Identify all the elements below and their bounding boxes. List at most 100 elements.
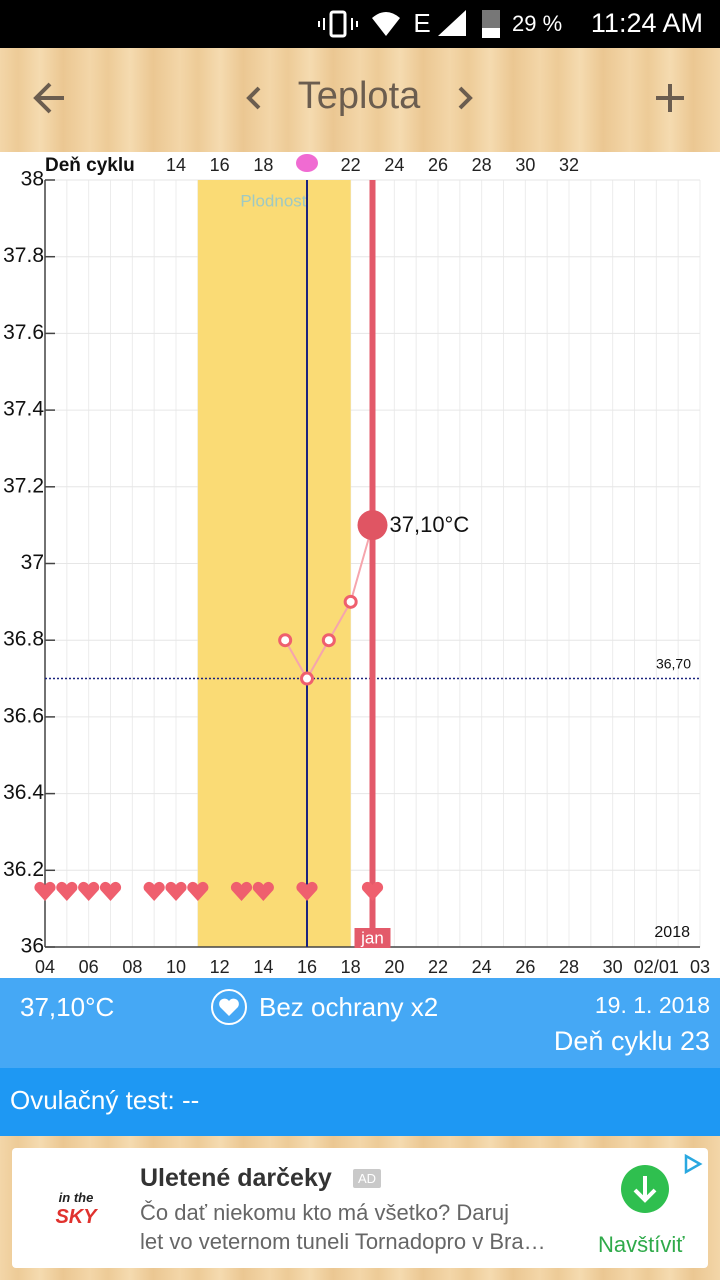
ad-logo-top: in the: [58, 1190, 94, 1205]
info-cycle-day: Deň cyklu 23: [553, 1026, 710, 1056]
x-tick-label: 06: [79, 957, 99, 977]
x-tick-label: 10: [166, 957, 186, 977]
cover-line-label: 36,70: [656, 655, 691, 671]
x-tick-label: 16: [297, 957, 317, 977]
y-tick-label: 37.8: [3, 244, 44, 267]
intercourse-heart: [143, 881, 165, 901]
cycle-day-label: 32: [559, 155, 579, 175]
y-tick-label: 38: [21, 168, 44, 191]
intercourse-heart: [187, 881, 209, 901]
x-tick-label: 08: [122, 957, 142, 977]
day-info-panel[interactable]: 37,10°C Bez ochrany x2 19. 1. 2018 Deň c…: [0, 978, 720, 1068]
x-tick-label: 04: [35, 957, 55, 977]
temperature-point: [300, 671, 314, 686]
ovulation-test: Ovulačný test: --: [10, 1085, 200, 1115]
toolbar: Teplota: [0, 48, 720, 152]
x-tick-label: 14: [253, 957, 273, 977]
current-day-label: jan: [360, 928, 384, 947]
intercourse-heart: [34, 881, 56, 901]
network-type: E: [413, 8, 430, 38]
ad-button[interactable]: Navštíviť: [598, 1232, 685, 1257]
temperature-point: [321, 633, 336, 648]
x-tick-label: 18: [341, 957, 361, 977]
ad-line-1: Čo dať niekomu kto má všetko? Daruj: [140, 1200, 509, 1225]
battery-text: 29 %: [512, 11, 562, 36]
current-day-tag: [354, 928, 391, 948]
info-temperature: 37,10°C: [20, 992, 115, 1022]
ad-card[interactable]: in the SKY Uletené darčeky AD Čo dať nie…: [12, 1148, 708, 1268]
ad-line-2: let vo veternom tuneli Tornadopro v Bra…: [140, 1229, 546, 1254]
cycle-day-label: 26: [428, 155, 448, 175]
chart-background: [0, 152, 720, 978]
cycle-day-label: 18: [253, 155, 273, 175]
vibrate-icon: [329, 10, 347, 38]
battery-level: [482, 28, 500, 38]
ad-title: Uletené darčeky: [140, 1164, 332, 1192]
toolbar-icons: Teplota: [33, 75, 684, 117]
status-icons: E 29 % 11:24 AM: [318, 8, 703, 38]
fertile-label: Plodnosť: [240, 191, 308, 210]
intercourse-heart: [230, 881, 253, 901]
x-tick-label: 26: [515, 957, 535, 977]
signal-icon: [438, 10, 466, 36]
y-tick-label: 36.2: [3, 858, 44, 881]
x-tick-label: 03: [690, 957, 710, 977]
y-tick-label: 36.8: [3, 628, 44, 651]
y-tick-label: 36.4: [3, 781, 44, 804]
x-tick-label: 30: [603, 957, 623, 977]
temperature-point: [278, 633, 293, 648]
fertile-window: [197, 180, 351, 947]
ovulation-test-row[interactable]: Ovulačný test: --: [0, 1068, 720, 1136]
back-button[interactable]: [33, 82, 64, 114]
year-label: 2018: [654, 924, 690, 941]
y-tick-label: 37.2: [3, 474, 44, 497]
intercourse-heart: [252, 881, 274, 901]
cycle-day-label: 24: [384, 155, 404, 175]
current-temperature-point: [357, 510, 388, 541]
y-tick-label: 36.6: [3, 704, 44, 727]
x-tick-label: 02/01: [634, 957, 679, 977]
cycle-day-label: 30: [515, 155, 535, 175]
x-tick-label: 24: [472, 957, 492, 977]
ad-download-icon: [621, 1165, 669, 1213]
intercourse-heart: [56, 881, 78, 901]
cycle-day-label: 22: [341, 155, 361, 175]
ad-badge: AD: [353, 1169, 382, 1188]
ad-logo-bottom: SKY: [55, 1206, 97, 1228]
plot-layer: 36 36.2 36.4 36.6 36.8 37 37.2 37.4 37.6 37.8 38 Pl…: [3, 154, 710, 977]
intercourse-heart: [296, 881, 318, 901]
vibrate-waves: [318, 18, 358, 30]
ad-choices-icon[interactable]: [680, 1152, 704, 1176]
y-tick-label: 37: [21, 551, 44, 574]
y-tick-label: 36: [21, 935, 44, 958]
status-bar: E 29 % 11:24 AM: [0, 0, 720, 48]
intercourse-heart: [165, 881, 187, 901]
cycle-day-label: 14: [166, 155, 186, 175]
next-button[interactable]: [458, 86, 473, 110]
clock: 11:24 AM: [591, 8, 703, 38]
x-tick-label: 12: [210, 957, 230, 977]
cycle-day-label: 28: [472, 155, 492, 175]
temperature-chart: Deň cyklu 36 36.2 36.4 36.6 36.8 37 37.2 37.4 37…: [0, 152, 720, 978]
wifi-icon: [372, 12, 400, 36]
x-tick-label: 20: [384, 957, 404, 977]
info-date: 19. 1. 2018: [594, 992, 710, 1018]
ovulation-icon: [296, 154, 318, 172]
y-tick-label: 37.4: [3, 398, 44, 421]
cycle-day-label: 16: [210, 155, 230, 175]
temperature-point: [343, 594, 358, 609]
heart-icon: [211, 989, 247, 1025]
intercourse-heart: [361, 881, 384, 901]
x-tick-label: 22: [428, 957, 448, 977]
intercourse-heart: [99, 881, 122, 901]
y-tick-label: 37.6: [3, 321, 44, 344]
screen-title: Teplota: [298, 75, 421, 117]
add-button[interactable]: [656, 84, 684, 112]
intercourse-heart: [78, 881, 100, 901]
top-axis-title: Deň cyklu: [45, 155, 135, 176]
prev-button[interactable]: [246, 86, 261, 110]
ad-area: in the SKY Uletené darčeky AD Čo dať nie…: [0, 1136, 720, 1280]
info-intercourse: Bez ochrany x2: [259, 992, 439, 1022]
x-tick-label: 28: [559, 957, 579, 977]
